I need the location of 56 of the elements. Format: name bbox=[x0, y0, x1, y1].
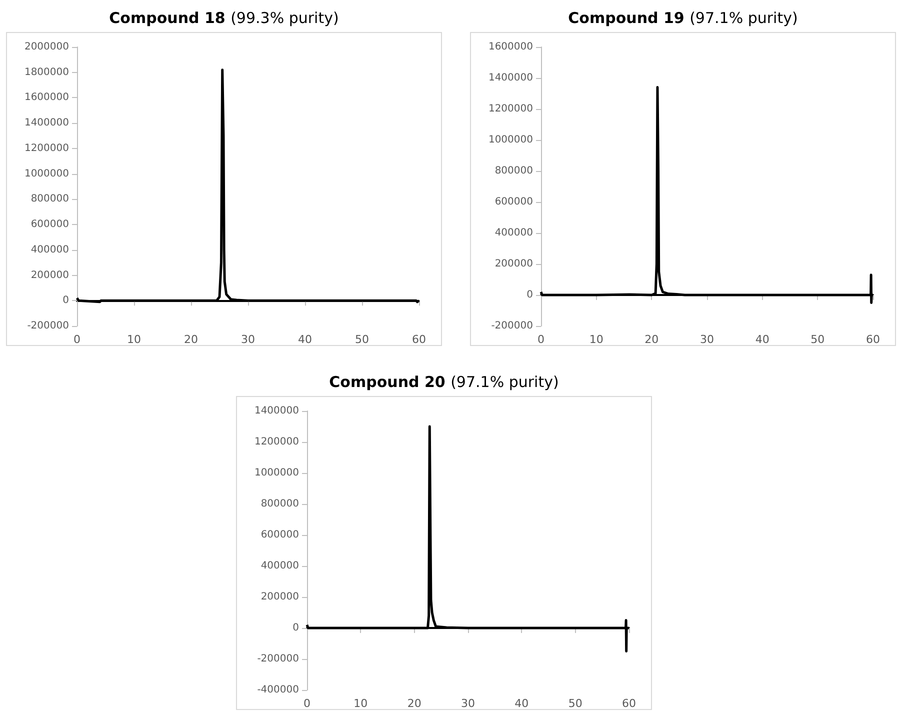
x-tick-label: 40 bbox=[755, 333, 770, 346]
x-tick-label: 30 bbox=[700, 333, 714, 346]
x-tick-label: 10 bbox=[127, 333, 141, 346]
y-tick-label: 800000 bbox=[260, 498, 299, 510]
x-tick-label: 20 bbox=[407, 697, 422, 710]
y-tick-label: 1200000 bbox=[24, 142, 69, 154]
x-tick-label: 20 bbox=[184, 333, 198, 346]
y-tick-label: 1000000 bbox=[254, 468, 299, 478]
x-tick-label: 20 bbox=[644, 333, 659, 346]
y-tick-label: 200000 bbox=[260, 592, 299, 602]
y-tick-label: 200000 bbox=[494, 258, 533, 270]
x-tick-label: 0 bbox=[304, 697, 310, 710]
y-tick-label: -400000 bbox=[257, 684, 299, 696]
y-tick-label: 1200000 bbox=[254, 436, 299, 448]
y-tick-label: 1600000 bbox=[488, 42, 533, 52]
y-tick-label: -200000 bbox=[491, 320, 533, 332]
y-tick-label: 0 bbox=[526, 290, 533, 300]
x-tick-label: 50 bbox=[568, 697, 582, 710]
x-tick-label: 60 bbox=[622, 697, 636, 710]
y-tick-label: 800000 bbox=[494, 166, 533, 176]
x-tick-label: 30 bbox=[461, 697, 475, 710]
x-tick-label: 50 bbox=[810, 333, 825, 346]
y-tick-label: 1400000 bbox=[254, 406, 299, 416]
x-tick-label: 60 bbox=[412, 333, 426, 346]
x-tick-label: 50 bbox=[355, 333, 369, 346]
chart-title: Compound 19 (97.1% purity) bbox=[567, 8, 799, 29]
y-tick-label: 600000 bbox=[260, 530, 299, 540]
y-tick-label: 400000 bbox=[260, 560, 299, 572]
chart-title: Compound 18 (99.3% purity) bbox=[108, 8, 340, 29]
y-tick-label: 1400000 bbox=[488, 72, 533, 84]
y-tick-label: 600000 bbox=[30, 219, 69, 230]
x-tick-label: 60 bbox=[866, 333, 880, 346]
x-tick-label: 40 bbox=[514, 697, 529, 710]
y-tick-label: 0 bbox=[292, 622, 299, 634]
y-tick-label: 2000000 bbox=[24, 42, 69, 52]
y-tick-label: -200000 bbox=[27, 320, 69, 332]
y-tick-label: 200000 bbox=[30, 270, 69, 281]
y-tick-label: 800000 bbox=[30, 194, 69, 205]
x-tick-label: 10 bbox=[354, 697, 368, 710]
y-tick-label: 0 bbox=[62, 295, 69, 306]
y-tick-label: 400000 bbox=[30, 244, 69, 256]
y-tick-label: 1200000 bbox=[488, 104, 533, 114]
y-tick-label: 1400000 bbox=[24, 118, 69, 129]
y-tick-label: 1600000 bbox=[24, 92, 69, 104]
y-tick-label: 1000000 bbox=[24, 168, 69, 180]
y-tick-label: -200000 bbox=[257, 654, 299, 664]
chart-title: Compound 20 (97.1% purity) bbox=[328, 372, 560, 393]
y-tick-label: 400000 bbox=[494, 228, 533, 238]
y-tick-label: 1800000 bbox=[24, 66, 69, 78]
x-tick-label: 40 bbox=[298, 333, 312, 346]
x-tick-label: 10 bbox=[589, 333, 604, 346]
y-tick-label: 1000000 bbox=[488, 134, 533, 146]
y-tick-label: 600000 bbox=[494, 196, 533, 208]
x-tick-label: 0 bbox=[538, 333, 544, 346]
x-tick-label: 0 bbox=[74, 333, 80, 346]
x-tick-label: 30 bbox=[241, 333, 255, 346]
